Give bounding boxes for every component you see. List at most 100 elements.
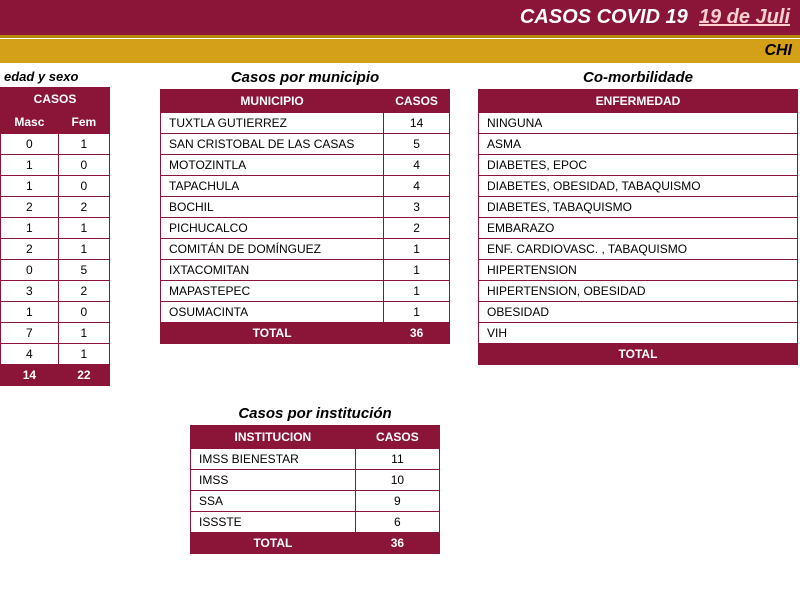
cell: 2 xyxy=(1,239,59,260)
table-row: 71 xyxy=(1,323,110,344)
sex-total-fem: 22 xyxy=(58,365,109,386)
cell: 1 xyxy=(58,134,109,155)
table-row: IXTACOMITAN1 xyxy=(161,260,450,281)
muni-total-value: 36 xyxy=(384,323,450,344)
table-row: 10 xyxy=(1,302,110,323)
muni-cases-cell: 4 xyxy=(384,155,450,176)
municipio-table: MUNICIPIO CASOS TUXTLA GUTIERREZ14SAN CR… xyxy=(160,89,450,344)
muni-cases-cell: 1 xyxy=(384,302,450,323)
muni-col-name: MUNICIPIO xyxy=(161,90,384,113)
muni-cases-cell: 2 xyxy=(384,218,450,239)
table-row: SAN CRISTOBAL DE LAS CASAS5 xyxy=(161,134,450,155)
table-row: VIH xyxy=(479,323,798,344)
table-row: HIPERTENSION, OBESIDAD xyxy=(479,281,798,302)
comorb-cell: HIPERTENSION, OBESIDAD xyxy=(479,281,798,302)
table-row: 05 xyxy=(1,260,110,281)
cell: 1 xyxy=(1,155,59,176)
comorb-cell: DIABETES, TABAQUISMO xyxy=(479,197,798,218)
table-row: HIPERTENSION xyxy=(479,260,798,281)
sex-header-span: CASOS xyxy=(1,88,110,111)
comorb-cell: OBESIDAD xyxy=(479,302,798,323)
sex-col-masc: Masc xyxy=(1,111,59,134)
table-row: OSUMACINTA1 xyxy=(161,302,450,323)
muni-cases-cell: 14 xyxy=(384,113,450,134)
muni-name-cell: MAPASTEPEC xyxy=(161,281,384,302)
inst-name-cell: ISSSTE xyxy=(191,512,356,533)
cell: 1 xyxy=(58,344,109,365)
sex-age-section: edad y sexo CASOS Masc Fem 0110102211210… xyxy=(0,69,110,386)
cell: 1 xyxy=(1,302,59,323)
table-row: COMITÁN DE DOMÍNGUEZ1 xyxy=(161,239,450,260)
sex-col-fem: Fem xyxy=(58,111,109,134)
inst-cases-cell: 9 xyxy=(355,491,439,512)
cell: 2 xyxy=(1,197,59,218)
comorbilidad-table: ENFERMEDAD NINGUNAASMADIABETES, EPOCDIAB… xyxy=(478,89,798,365)
institucion-section: Casos por institución INSTITUCION CASOS … xyxy=(190,405,440,554)
muni-name-cell: TUXTLA GUTIERREZ xyxy=(161,113,384,134)
comorb-cell: DIABETES, OBESIDAD, TABAQUISMO xyxy=(479,176,798,197)
comorb-cell: EMBARAZO xyxy=(479,218,798,239)
table-row: 11 xyxy=(1,218,110,239)
comorb-cell: ENF. CARDIOVASC. , TABAQUISMO xyxy=(479,239,798,260)
header-bar: CASOS COVID 19 19 de Juli xyxy=(0,0,800,38)
table-row: DIABETES, TABAQUISMO xyxy=(479,197,798,218)
inst-name-cell: IMSS BIENESTAR xyxy=(191,449,356,470)
comorb-cell: DIABETES, EPOC xyxy=(479,155,798,176)
comorbilidad-section: Co-morbilidade ENFERMEDAD NINGUNAASMADIA… xyxy=(478,69,798,365)
table-row: MAPASTEPEC1 xyxy=(161,281,450,302)
municipio-section: Casos por municipio MUNICIPIO CASOS TUXT… xyxy=(160,69,450,344)
inst-name-cell: SSA xyxy=(191,491,356,512)
inst-col-cases: CASOS xyxy=(355,426,439,449)
comorbilidad-title: Co-morbilidade xyxy=(478,69,798,86)
table-row: ENF. CARDIOVASC. , TABAQUISMO xyxy=(479,239,798,260)
table-row: 21 xyxy=(1,239,110,260)
sex-age-table: CASOS Masc Fem 0110102211210532107141 14… xyxy=(0,87,110,386)
table-row: IMSS10 xyxy=(191,470,440,491)
table-row: DIABETES, OBESIDAD, TABAQUISMO xyxy=(479,176,798,197)
muni-cases-cell: 5 xyxy=(384,134,450,155)
inst-name-cell: IMSS xyxy=(191,470,356,491)
cell: 1 xyxy=(58,218,109,239)
cell: 0 xyxy=(58,155,109,176)
table-row: 10 xyxy=(1,176,110,197)
table-row: DIABETES, EPOC xyxy=(479,155,798,176)
muni-total-label: TOTAL xyxy=(161,323,384,344)
table-row: ISSSTE6 xyxy=(191,512,440,533)
comorb-cell: ASMA xyxy=(479,134,798,155)
table-row: 41 xyxy=(1,344,110,365)
header-date: 19 de Juli xyxy=(699,6,790,28)
table-row: BOCHIL3 xyxy=(161,197,450,218)
muni-name-cell: PICHUCALCO xyxy=(161,218,384,239)
cell: 5 xyxy=(58,260,109,281)
inst-cases-cell: 11 xyxy=(355,449,439,470)
table-row: NINGUNA xyxy=(479,113,798,134)
inst-cases-cell: 10 xyxy=(355,470,439,491)
cell: 2 xyxy=(58,197,109,218)
table-row: OBESIDAD xyxy=(479,302,798,323)
table-row: TAPACHULA4 xyxy=(161,176,450,197)
comorb-total: TOTAL xyxy=(479,344,798,365)
cell: 7 xyxy=(1,323,59,344)
cell: 0 xyxy=(58,176,109,197)
table-row: 22 xyxy=(1,197,110,218)
table-row: SSA9 xyxy=(191,491,440,512)
table-row: IMSS BIENESTAR11 xyxy=(191,449,440,470)
cell: 1 xyxy=(58,323,109,344)
inst-total-value: 36 xyxy=(355,533,439,554)
table-row: EMBARAZO xyxy=(479,218,798,239)
comorb-cell: HIPERTENSION xyxy=(479,260,798,281)
muni-cases-cell: 1 xyxy=(384,260,450,281)
cell: 0 xyxy=(58,302,109,323)
muni-name-cell: BOCHIL xyxy=(161,197,384,218)
muni-cases-cell: 4 xyxy=(384,176,450,197)
inst-cases-cell: 6 xyxy=(355,512,439,533)
table-row: 01 xyxy=(1,134,110,155)
muni-name-cell: IXTACOMITAN xyxy=(161,260,384,281)
cell: 3 xyxy=(1,281,59,302)
table-row: ASMA xyxy=(479,134,798,155)
cell: 2 xyxy=(58,281,109,302)
table-row: PICHUCALCO2 xyxy=(161,218,450,239)
inst-total-label: TOTAL xyxy=(191,533,356,554)
cell: 0 xyxy=(1,260,59,281)
muni-cases-cell: 1 xyxy=(384,239,450,260)
